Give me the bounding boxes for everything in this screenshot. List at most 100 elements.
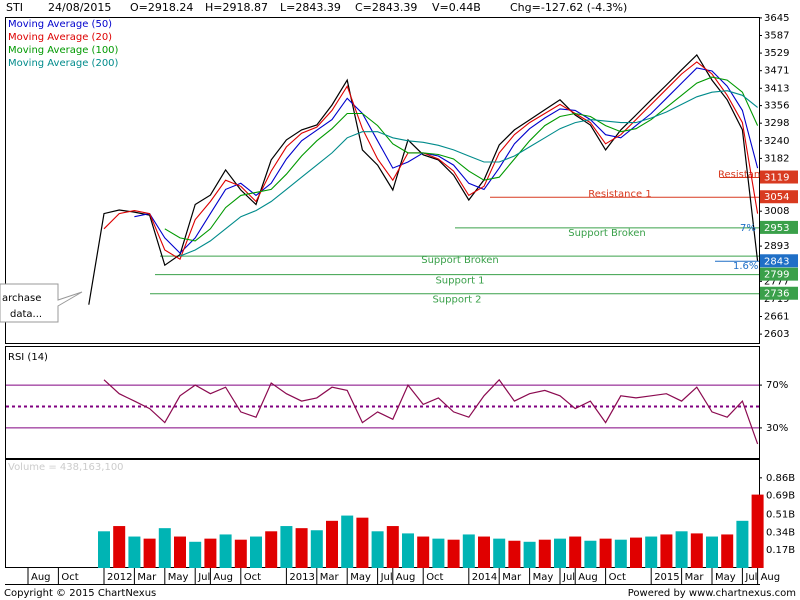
x-tick-label: 2013 [289, 572, 314, 583]
bar [417, 536, 430, 568]
x-tick-label: Aug [213, 572, 233, 583]
series-line [134, 67, 759, 254]
x-tick-label: Jul [380, 572, 393, 583]
bar [751, 494, 764, 568]
x-tick-label: May [533, 572, 554, 583]
y-tick-label: 3529 [764, 48, 789, 59]
level-label: Resistance 1 [588, 189, 651, 200]
level-label: Support Broken [568, 228, 646, 239]
bar [569, 536, 582, 568]
copyright: Copyright © 2015 ChartNexus [4, 588, 156, 599]
bar [326, 520, 338, 568]
bar [523, 541, 536, 568]
bar [234, 539, 247, 568]
x-tick-label: Aug [761, 572, 781, 583]
level-box [760, 170, 798, 184]
y-tick-label: 0.69B [766, 491, 795, 502]
x-tick-label: Mar [320, 572, 340, 583]
bar [189, 541, 202, 568]
level-box [760, 190, 798, 204]
bar [204, 538, 217, 568]
bar [493, 538, 506, 568]
bar [630, 537, 642, 568]
x-tick-label: Mar [502, 572, 522, 583]
current-value: 2843 [764, 256, 789, 267]
callout-text: data... [10, 309, 42, 320]
y-tick-label: 2661 [764, 312, 789, 323]
legend-entry: Moving Average (100) [8, 45, 119, 56]
y-tick-label: 0.51B [766, 510, 795, 521]
symbol: STI [6, 1, 23, 14]
y-tick-label: 3413 [764, 83, 789, 94]
bar [402, 533, 414, 568]
level-value: 2799 [764, 270, 789, 281]
x-tick-label: 2014 [472, 572, 497, 583]
bar [736, 520, 749, 568]
bar [645, 536, 658, 568]
bar [660, 534, 673, 568]
level-value: 3119 [764, 173, 789, 184]
bar [538, 539, 551, 568]
bar [280, 526, 293, 568]
bar [219, 534, 232, 568]
x-tick-label: May [715, 572, 736, 583]
plot-area: 3645 3587 3529 3471 3413 3356 3298 3240 3182 3008… [6, 13, 798, 584]
y-tick-label: 3356 [764, 101, 789, 112]
callout-text: archase [2, 293, 41, 304]
date: 24/08/2015 [48, 1, 111, 14]
close: C=2843.39 [355, 1, 417, 14]
open: O=2918.24 [130, 1, 193, 14]
powered-by: Powered by www.chartnexus.com [628, 588, 796, 599]
panel-title: Volume = 438,163,100 [8, 462, 124, 473]
level-box [760, 267, 798, 281]
x-tick-label: Mar [137, 572, 157, 583]
rsi-panel [5, 346, 760, 459]
annotation: 1.6% [733, 261, 758, 272]
level-label: Support 2 [432, 295, 481, 306]
series-line [103, 61, 759, 261]
bar [113, 526, 126, 568]
level-value: 2953 [764, 223, 789, 234]
bar [128, 536, 141, 568]
x-tick-label: Jul [562, 572, 575, 583]
level-value: 3054 [764, 192, 789, 203]
series-line [88, 53, 759, 305]
y-tick-label: 70% [766, 380, 788, 391]
bar [174, 536, 186, 568]
x-tick-label: Aug [396, 572, 416, 583]
x-tick-label: Aug [31, 572, 51, 583]
bar [614, 539, 627, 568]
y-tick-label: 2603 [764, 329, 789, 340]
x-tick-label: May [350, 572, 371, 583]
y-tick-label: 3298 [764, 118, 789, 129]
bar [675, 531, 688, 568]
y-tick-label: 0.86B [766, 473, 795, 484]
bar [158, 528, 171, 568]
x-tick-label: May [168, 572, 189, 583]
level-label: Support 1 [435, 276, 484, 287]
bar [356, 517, 369, 568]
price-panel [5, 17, 760, 344]
y-tick-label: 2893 [764, 241, 789, 252]
x-tick-label: 2012 [107, 572, 132, 583]
bar [295, 528, 308, 568]
bar [478, 536, 490, 568]
x-tick-label: Oct [61, 572, 78, 583]
callout-box [0, 283, 83, 323]
high: H=2918.87 [205, 1, 268, 14]
bar [143, 538, 156, 568]
series-line [164, 76, 759, 242]
y-tick-label: 3471 [764, 66, 789, 77]
bar [98, 531, 110, 568]
bar [690, 533, 703, 568]
y-tick-label: 3587 [764, 30, 789, 41]
current-box [760, 254, 798, 268]
bar [371, 531, 384, 568]
legend-entry: Moving Average (200) [8, 58, 119, 69]
low: L=2843.39 [280, 1, 341, 14]
x-tick-label: Aug [578, 572, 598, 583]
y-tick-label: 30% [766, 423, 788, 434]
level-value: 2736 [764, 289, 789, 300]
